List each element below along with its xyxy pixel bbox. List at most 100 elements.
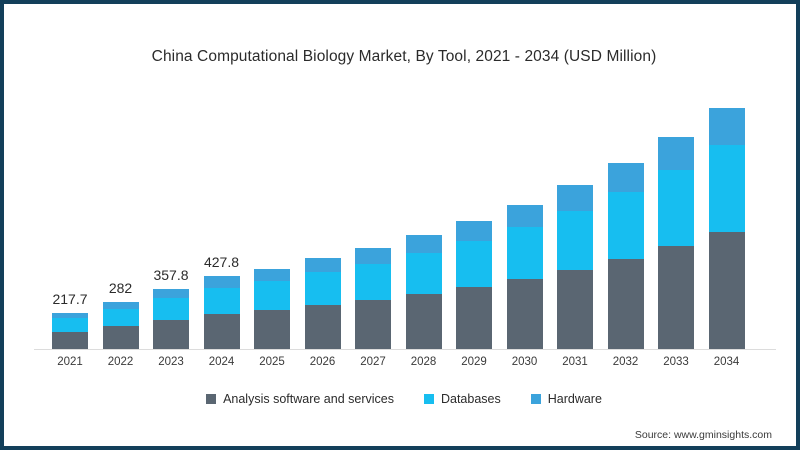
x-axis-tick-label: 2022 (107, 356, 134, 368)
bar-group[interactable]: 357.8 (153, 267, 189, 351)
bar-segment[interactable] (456, 221, 492, 242)
bar-group[interactable] (658, 137, 694, 350)
legend-swatch-icon (206, 394, 217, 404)
x-axis-tick-label: 2027 (360, 356, 386, 368)
bar-value-label: 217.7 (52, 290, 88, 307)
bar-segment[interactable] (506, 226, 543, 280)
bar-segment[interactable] (254, 281, 290, 311)
stacked-bar[interactable] (153, 288, 189, 351)
legend-item-label: Databases (440, 392, 501, 406)
bar-segment[interactable] (405, 252, 442, 295)
x-axis-tick-label: 2023 (158, 356, 184, 368)
stacked-bar[interactable] (405, 235, 442, 350)
x-axis-tick-label: 2025 (259, 356, 285, 368)
bar-segment[interactable] (153, 320, 189, 351)
chart-legend: Analysis software and services Databases H… (4, 392, 800, 406)
stacked-bar[interactable] (304, 258, 341, 350)
bar-segment[interactable] (52, 332, 88, 351)
bar-segment[interactable] (658, 137, 694, 170)
bar-segment[interactable] (102, 326, 139, 350)
x-axis-tick-labels: 2021 2022 2023 2024 2025 2026 2027 2028 2029 2030… (34, 356, 774, 376)
bar-segment[interactable] (607, 258, 644, 350)
bar-segment[interactable] (304, 272, 341, 306)
bar-group[interactable] (607, 162, 644, 350)
bar-segment[interactable] (658, 169, 694, 247)
bar-segment[interactable] (304, 305, 341, 350)
bar-segment[interactable] (456, 241, 492, 288)
stacked-bar[interactable] (254, 268, 290, 350)
bar-segment[interactable] (506, 204, 543, 227)
bar-segment[interactable] (658, 246, 694, 350)
x-axis-tick-label: 2034 (713, 356, 740, 368)
bar-segment[interactable] (557, 210, 593, 270)
bar-segment[interactable] (355, 247, 391, 264)
bar-segment[interactable] (708, 108, 745, 146)
x-axis-tick-label: 2032 (612, 356, 639, 368)
bar-segment[interactable] (254, 310, 290, 350)
stacked-bar[interactable] (456, 221, 492, 350)
bar-segment[interactable] (405, 294, 442, 350)
stacked-bar[interactable] (506, 204, 543, 350)
bar-group[interactable] (304, 258, 341, 350)
page-title: China Computational Biology Market, By T… (151, 48, 657, 65)
x-axis-tick-label: 2024 (208, 356, 235, 368)
x-axis-tick-label: 2029 (461, 356, 487, 368)
stacked-bar[interactable] (708, 108, 745, 350)
bar-group[interactable] (405, 235, 442, 350)
bar-segment[interactable] (708, 145, 745, 233)
bar-group[interactable]: 427.8 (203, 254, 240, 351)
bar-segment[interactable] (52, 318, 88, 333)
bar-group[interactable] (254, 268, 290, 350)
bar-group[interactable]: 217.7 (52, 291, 88, 351)
bar-segment[interactable] (304, 258, 341, 273)
x-axis-tick-label: 2028 (410, 356, 437, 368)
bar-segment[interactable] (203, 276, 240, 288)
bar-segment[interactable] (557, 185, 593, 211)
stacked-bar[interactable] (557, 185, 593, 350)
plot-area: 217.7 282 357.8 427.8 (34, 84, 774, 351)
stacked-bar[interactable] (658, 137, 694, 350)
stacked-bar[interactable] (607, 162, 644, 350)
source-caption: Source: www.gminsights.com (634, 429, 772, 441)
legend-item-label: Hardware (547, 392, 602, 406)
legend-swatch-icon (530, 394, 541, 404)
bar-segment[interactable] (203, 287, 240, 315)
bar-group[interactable]: 282 (102, 280, 139, 350)
x-axis-tick-label: 2033 (663, 356, 689, 368)
stacked-bar[interactable] (203, 276, 240, 351)
bar-segment[interactable] (102, 308, 139, 327)
bar-segment[interactable] (456, 287, 492, 350)
bar-segment[interactable] (355, 300, 391, 350)
bar-group[interactable] (708, 108, 745, 350)
bar-value-label: 357.8 (153, 266, 189, 283)
bar-group[interactable] (355, 247, 391, 350)
bar-segment[interactable] (607, 162, 644, 192)
bar-segment[interactable] (405, 235, 442, 253)
bar-segment[interactable] (355, 263, 391, 301)
bar-segment[interactable] (153, 297, 189, 321)
bar-segment[interactable] (607, 191, 644, 259)
x-axis-tick-label: 2026 (309, 356, 336, 368)
legend-swatch-icon (423, 394, 434, 404)
bar-segment[interactable] (203, 314, 240, 351)
bar-segment[interactable] (52, 312, 88, 319)
legend-item[interactable]: Databases (423, 392, 501, 406)
stacked-bar[interactable] (102, 301, 139, 350)
bar-value-label: 427.8 (203, 254, 240, 271)
bar-segment[interactable] (557, 269, 593, 350)
bar-segment[interactable] (102, 301, 139, 309)
bar-segment[interactable] (254, 268, 290, 282)
stacked-bar[interactable] (355, 247, 391, 350)
bar-group[interactable] (506, 204, 543, 350)
bar-segment[interactable] (153, 288, 189, 298)
legend-item[interactable]: Analysis software and services (206, 392, 394, 406)
bar-group[interactable] (557, 185, 593, 350)
bar-segment[interactable] (506, 279, 543, 350)
x-axis-tick-label: 2031 (562, 356, 588, 368)
legend-item[interactable]: Hardware (530, 392, 602, 406)
bar-group[interactable] (456, 221, 492, 350)
legend-item-label: Analysis software and services (223, 392, 394, 406)
bar-segment[interactable] (708, 232, 745, 350)
stacked-bar[interactable] (52, 312, 88, 351)
